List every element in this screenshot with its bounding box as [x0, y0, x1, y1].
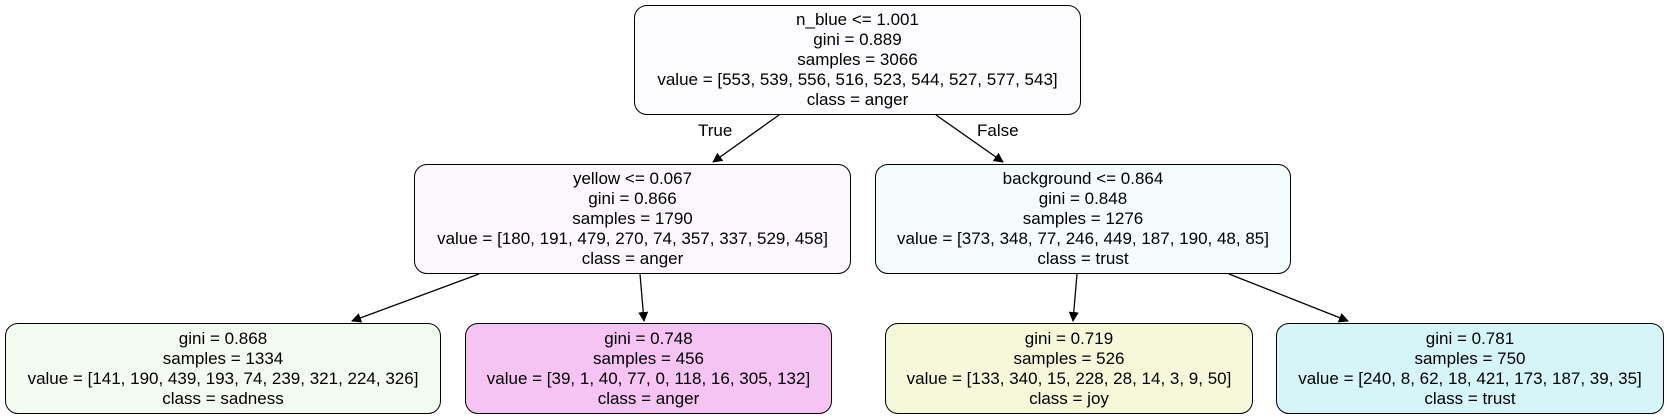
predicted-class: class = anger [581, 249, 684, 268]
class-distribution: value = [180, 191, 479, 270, 74, 357, 33… [437, 229, 828, 248]
predicted-class: class = trust [1424, 388, 1516, 408]
class-distribution: value = [373, 348, 77, 246, 449, 187, 19… [897, 229, 1269, 248]
samples-count: samples = 1334 [162, 348, 284, 368]
gini-value: gini = 0.889 [813, 30, 902, 49]
edge-n1-n4 [638, 273, 649, 322]
tree-leaf-trust: gini = 0.781 samples = 750 value = [240,… [1276, 323, 1664, 414]
samples-count: samples = 750 [1414, 348, 1526, 368]
predicted-class: class = trust [1037, 249, 1129, 268]
tree-node-root: n_blue <= 1.001 gini = 0.889 samples = 3… [634, 5, 1081, 115]
edge-n2-n6 [1228, 273, 1349, 323]
samples-count: samples = 526 [1013, 348, 1125, 368]
tree-node-right: background <= 0.864 gini = 0.848 samples… [875, 164, 1291, 274]
split-condition: yellow <= 0.067 [572, 169, 693, 188]
gini-value: gini = 0.748 [604, 328, 693, 348]
tree-leaf-anger: gini = 0.748 samples = 456 value = [39, … [465, 323, 832, 414]
split-condition: background <= 0.864 [1002, 169, 1164, 188]
class-distribution: value = [141, 190, 439, 193, 74, 239, 32… [27, 368, 419, 388]
class-distribution: value = [240, 8, 62, 18, 421, 173, 187, … [1298, 368, 1642, 388]
gini-value: gini = 0.719 [1024, 328, 1114, 348]
class-distribution: value = [553, 539, 556, 516, 523, 544, 5… [657, 70, 1058, 89]
class-distribution: value = [39, 1, 40, 77, 0, 118, 16, 305,… [486, 368, 811, 388]
gini-value: gini = 0.866 [588, 189, 677, 208]
split-condition: n_blue <= 1.001 [796, 10, 919, 29]
samples-count: samples = 1790 [572, 209, 693, 228]
edge-n0-n2 [935, 114, 1004, 163]
tree-node-left: yellow <= 0.067 gini = 0.866 samples = 1… [414, 164, 851, 274]
predicted-class: class = sadness [162, 388, 284, 408]
gini-value: gini = 0.848 [1038, 189, 1128, 208]
gini-value: gini = 0.868 [178, 328, 268, 348]
edge-n0-n1 [712, 114, 780, 163]
samples-count: samples = 456 [592, 348, 705, 368]
predicted-class: class = anger [597, 388, 700, 408]
edge-label-true: True [698, 121, 733, 140]
predicted-class: class = anger [806, 90, 909, 109]
samples-count: samples = 1276 [1022, 209, 1144, 228]
edge-label-false: False [977, 121, 1019, 140]
tree-leaf-joy: gini = 0.719 samples = 526 value = [133,… [885, 323, 1253, 414]
edge-n2-n5 [1068, 273, 1079, 322]
predicted-class: class = joy [1029, 388, 1109, 408]
edge-n1-n3 [351, 273, 480, 323]
class-distribution: value = [133, 340, 15, 228, 28, 14, 3, 9… [906, 368, 1232, 388]
samples-count: samples = 3066 [797, 50, 918, 69]
gini-value: gini = 0.781 [1425, 328, 1515, 348]
tree-leaf-sadness: gini = 0.868 samples = 1334 value = [141… [5, 323, 441, 414]
